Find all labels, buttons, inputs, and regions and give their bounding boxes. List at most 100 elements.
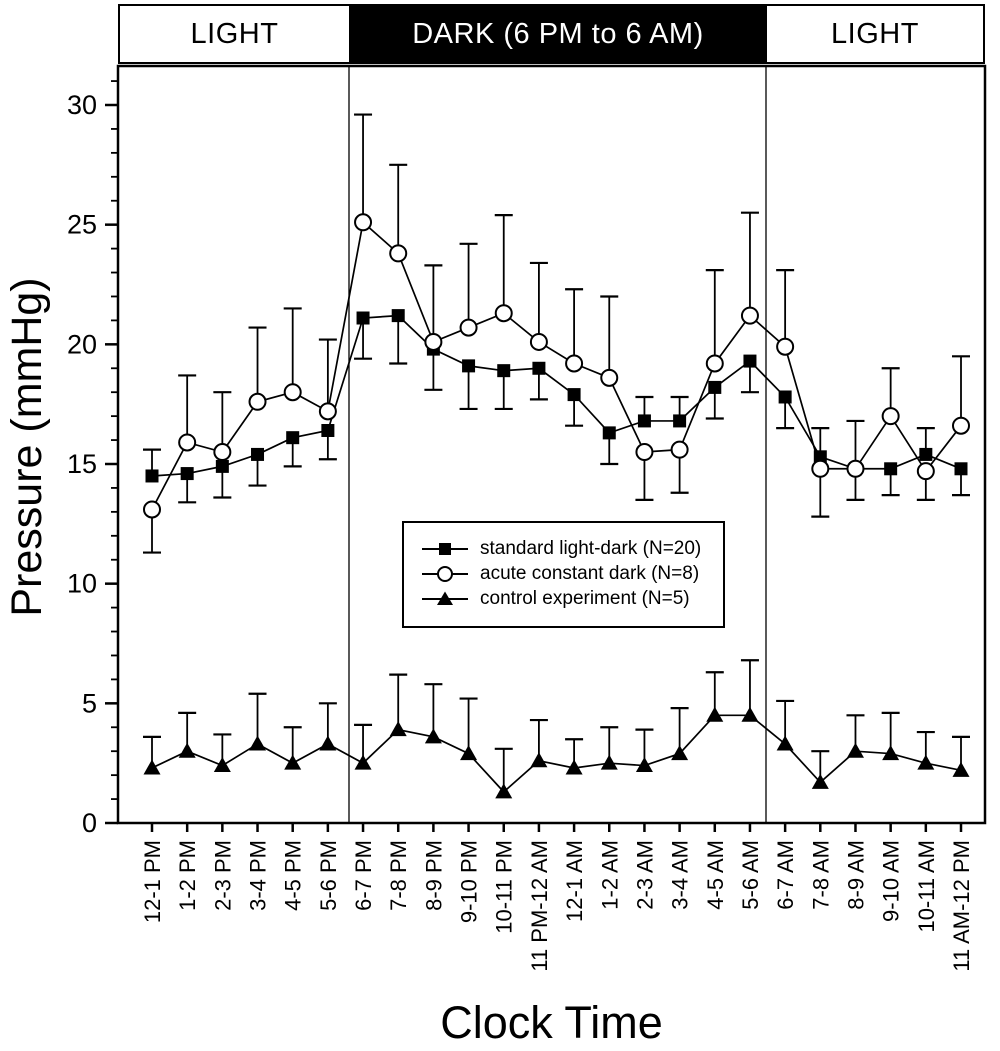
triangle-marker-icon bbox=[460, 745, 478, 761]
triangle-marker-icon bbox=[635, 757, 653, 773]
period-band-label: LIGHT bbox=[831, 17, 919, 50]
triangle-marker-icon bbox=[846, 742, 864, 758]
x-tick-label: 12-1 AM bbox=[562, 840, 587, 922]
triangle-marker-icon bbox=[671, 745, 689, 761]
y-tick-label: 25 bbox=[67, 210, 97, 240]
circle-marker-icon bbox=[283, 383, 302, 402]
period-band-light-1: LIGHT bbox=[118, 4, 351, 64]
legend-entry-standard-light-dark-n-20: standard light-dark (N=20) bbox=[420, 536, 723, 561]
square-marker-icon bbox=[356, 311, 370, 325]
y-tick-label: 0 bbox=[82, 808, 97, 838]
x-axis-title: Clock Time bbox=[440, 997, 663, 1048]
y-tick-label: 20 bbox=[67, 329, 97, 359]
triangle-marker-icon bbox=[952, 761, 970, 777]
circle-marker-icon bbox=[178, 433, 197, 452]
y-axis-ticks: 0 5 10 15 20 25 30 bbox=[67, 80, 118, 838]
circle-marker-icon bbox=[565, 354, 584, 373]
circle-marker-icon bbox=[318, 402, 337, 421]
x-tick-label: 3-4 PM bbox=[246, 840, 271, 911]
triangle-marker-icon bbox=[389, 721, 407, 737]
square-marker-icon bbox=[602, 426, 616, 440]
x-tick-label: 5-6 PM bbox=[316, 840, 341, 911]
triangle-marker-icon bbox=[741, 706, 759, 722]
x-tick-label: 5-6 AM bbox=[738, 840, 763, 910]
triangle-marker-icon bbox=[882, 745, 900, 761]
square-marker-icon bbox=[180, 467, 194, 481]
period-band-label: DARK (6 PM to 6 AM) bbox=[412, 17, 704, 50]
circle-marker-icon bbox=[600, 368, 619, 387]
series-markers-control-experiment-n-5 bbox=[143, 706, 970, 799]
triangle-marker-icon bbox=[143, 759, 161, 775]
series-line-control-experiment-n-5 bbox=[151, 714, 962, 794]
circle-marker-icon bbox=[776, 337, 795, 356]
square-marker-icon bbox=[321, 423, 335, 437]
error-bars-control-experiment-n-5 bbox=[143, 659, 970, 792]
x-tick-label: 7-8 PM bbox=[386, 840, 411, 911]
error-bars-acute-constant-dark-n-8 bbox=[143, 113, 970, 554]
square-marker-icon bbox=[743, 354, 757, 368]
series-line-standard-light-dark-n-20 bbox=[151, 314, 962, 477]
error-bars-standard-light-dark-n-20 bbox=[143, 315, 970, 504]
legend-entry-control-experiment-n-5: control experiment (N=5) bbox=[420, 586, 723, 611]
triangle-marker-icon bbox=[424, 728, 442, 744]
x-tick-label: 3-4 AM bbox=[668, 840, 693, 910]
y-tick-label: 10 bbox=[67, 569, 97, 599]
triangle-marker-icon bbox=[917, 754, 935, 770]
legend-marker-filled-triangle-icon bbox=[422, 591, 468, 605]
x-tick-label: 7-8 AM bbox=[808, 840, 833, 910]
triangle-marker-icon bbox=[249, 735, 267, 751]
triangle-marker-icon bbox=[213, 757, 231, 773]
square-marker-icon bbox=[778, 390, 792, 404]
circle-marker-icon bbox=[881, 407, 900, 426]
circle-marker-icon bbox=[705, 354, 724, 373]
square-marker-icon bbox=[462, 359, 476, 373]
x-tick-label: 11 AM-12 PM bbox=[949, 840, 974, 972]
circle-marker-icon bbox=[740, 306, 759, 325]
y-axis-title: Pressure (mmHg) bbox=[3, 277, 51, 617]
square-marker-icon bbox=[708, 380, 722, 394]
series-line-acute-constant-dark-n-8 bbox=[151, 220, 962, 510]
square-marker-icon bbox=[567, 388, 581, 402]
legend-label: acute constant dark (N=8) bbox=[480, 562, 700, 584]
legend-label: standard light-dark (N=20) bbox=[480, 537, 702, 559]
square-marker-icon bbox=[813, 450, 827, 464]
circle-marker-icon bbox=[916, 462, 935, 481]
square-marker-icon bbox=[145, 469, 159, 483]
x-tick-label: 11 PM-12 AM bbox=[527, 840, 552, 972]
triangle-marker-icon bbox=[565, 759, 583, 775]
series-markers-acute-constant-dark-n-8 bbox=[143, 213, 970, 519]
x-tick-label: 8-9 PM bbox=[421, 840, 446, 911]
x-tick-label: 8-9 AM bbox=[843, 840, 868, 910]
period-band-light-2: LIGHT bbox=[765, 4, 985, 64]
x-tick-label: 6-7 AM bbox=[773, 840, 798, 910]
circle-marker-icon bbox=[494, 304, 513, 323]
legend-entry-acute-constant-dark-n-8: acute constant dark (N=8) bbox=[420, 561, 723, 586]
triangle-marker-icon bbox=[495, 783, 513, 799]
square-marker-icon bbox=[954, 462, 968, 476]
x-tick-label: 10-11 PM bbox=[492, 840, 517, 934]
triangle-marker-icon bbox=[319, 735, 337, 751]
circle-marker-icon bbox=[846, 459, 865, 478]
circle-marker-icon bbox=[424, 332, 443, 351]
square-marker-icon bbox=[532, 361, 546, 375]
triangle-marker-icon bbox=[811, 773, 829, 789]
square-marker-icon bbox=[251, 447, 265, 461]
x-tick-label: 4-5 PM bbox=[281, 840, 306, 911]
triangle-marker-icon bbox=[776, 735, 794, 751]
period-band-label: LIGHT bbox=[190, 17, 279, 50]
x-axis-ticks: 12-1 PM 1-2 PM 2-3 PM 3-4 PM 4-5 PM 5-6 PM 6-7… bbox=[140, 823, 974, 972]
x-tick-label: 6-7 PM bbox=[351, 840, 376, 911]
square-marker-icon bbox=[215, 459, 229, 473]
legend-marker-open-circle-icon bbox=[422, 565, 468, 582]
x-tick-label: 10-11 AM bbox=[914, 840, 939, 933]
y-tick-label: 15 bbox=[67, 449, 97, 479]
x-tick-label: 2-3 AM bbox=[632, 840, 657, 910]
x-tick-label: 2-3 PM bbox=[210, 840, 235, 911]
triangle-marker-icon bbox=[178, 742, 196, 758]
square-marker-icon bbox=[673, 414, 687, 428]
circle-marker-icon bbox=[354, 213, 373, 232]
triangle-marker-icon bbox=[706, 706, 724, 722]
triangle-marker-icon bbox=[530, 752, 548, 768]
